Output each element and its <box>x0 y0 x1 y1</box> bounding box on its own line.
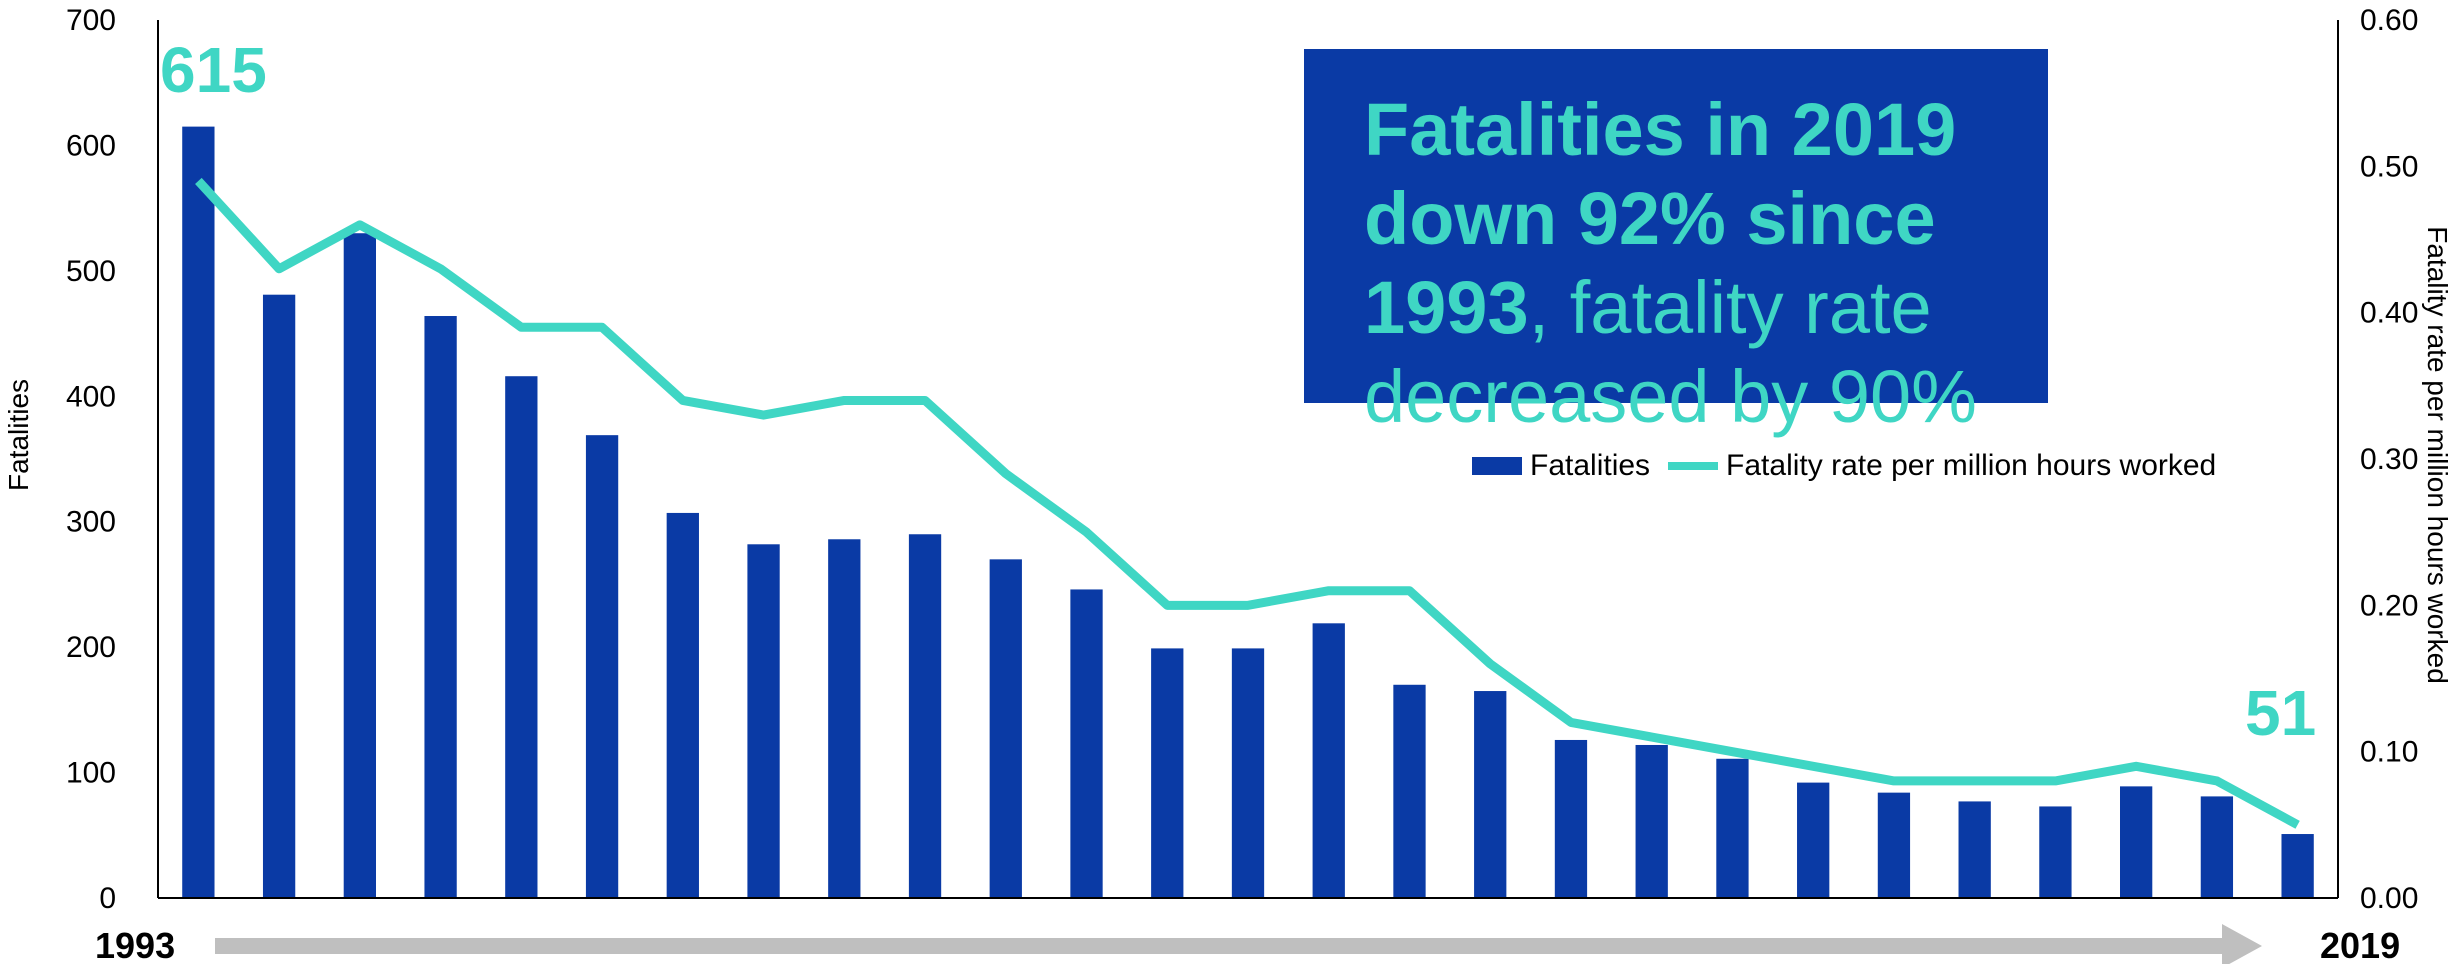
callout-rest-text: , fatality rate decreased by 90% <box>1364 266 1977 438</box>
left-tick-0: 0 <box>99 882 116 915</box>
left-tick-300: 300 <box>66 506 116 539</box>
left-tick-labels: 0 100 200 300 400 500 600 700 <box>66 4 116 915</box>
legend-line-label: Fatality rate per million hours worked <box>1726 449 2217 482</box>
left-tick-600: 600 <box>66 129 116 162</box>
bar-2000 <box>747 544 780 898</box>
end-year-label: 2019 <box>2320 925 2400 964</box>
bar-2016 <box>2039 806 2072 898</box>
bar-2001 <box>828 539 861 898</box>
callout-box: Fatalities in 2019 down 92% since 1993, … <box>1304 49 2048 438</box>
left-tick-100: 100 <box>66 757 116 790</box>
start-year-label: 1993 <box>95 925 175 964</box>
legend-bar-label: Fatalities <box>1530 449 1651 482</box>
left-tick-700: 700 <box>66 4 116 37</box>
bar-2019 <box>2281 834 2314 898</box>
right-tick-0.20: 0.20 <box>2360 589 2418 622</box>
bar-1996 <box>424 316 457 898</box>
bar-1997 <box>505 376 538 898</box>
bar-1994 <box>262 294 296 898</box>
bar-2005 <box>1151 648 1184 898</box>
bar-2007 <box>1312 623 1345 898</box>
right-tick-0.60: 0.60 <box>2360 4 2418 37</box>
fatalities-bars <box>182 126 2314 899</box>
bar-1999 <box>666 512 699 898</box>
callout-bold-text: Fatalities in 2019 down 92% since 1993 <box>1364 88 1957 349</box>
bar-2010 <box>1554 739 1588 898</box>
bar-2003 <box>989 559 1022 898</box>
right-tick-0.00: 0.00 <box>2360 882 2418 915</box>
bar-2018 <box>2200 796 2234 898</box>
bar-2009 <box>1474 691 1507 898</box>
right-tick-0.30: 0.30 <box>2360 443 2418 476</box>
right-tick-0.10: 0.10 <box>2360 736 2418 769</box>
bar-1993 <box>182 126 215 899</box>
bar-1995 <box>343 233 376 898</box>
bar-2011 <box>1635 744 1668 898</box>
end-value-annotation: 51 <box>2245 677 2316 749</box>
bar-2012 <box>1716 758 1749 898</box>
bar-2006 <box>1231 648 1265 898</box>
bar-2002 <box>908 534 942 898</box>
left-tick-400: 400 <box>66 380 116 413</box>
timeline-arrow <box>215 924 2262 964</box>
bar-2013 <box>1797 782 1830 898</box>
bar-2015 <box>1958 801 1991 898</box>
left-tick-500: 500 <box>66 255 116 288</box>
bar-1998 <box>585 435 619 898</box>
legend-line-swatch <box>1668 462 1719 470</box>
left-tick-200: 200 <box>66 631 116 664</box>
right-tick-0.40: 0.40 <box>2360 297 2418 330</box>
start-value-annotation: 615 <box>160 34 267 106</box>
bar-2004 <box>1070 589 1103 898</box>
legend: Fatalities Fatality rate per million hou… <box>1472 446 2216 486</box>
left-axis-label: Fatalities <box>3 379 34 491</box>
bar-2014 <box>1877 792 1911 898</box>
right-tick-0.50: 0.50 <box>2360 150 2418 183</box>
fatality-rate-line <box>195 177 2300 829</box>
legend-bar-swatch <box>1472 457 1522 475</box>
bar-2017 <box>2120 786 2153 898</box>
right-tick-labels: 0.00 0.10 0.20 0.30 0.40 0.50 0.60 <box>2360 4 2418 915</box>
timeline-arrow-head <box>2222 924 2262 964</box>
right-axis-label: Fatality rate per million hours worked <box>2422 226 2453 684</box>
bar-2008 <box>1393 684 1426 898</box>
